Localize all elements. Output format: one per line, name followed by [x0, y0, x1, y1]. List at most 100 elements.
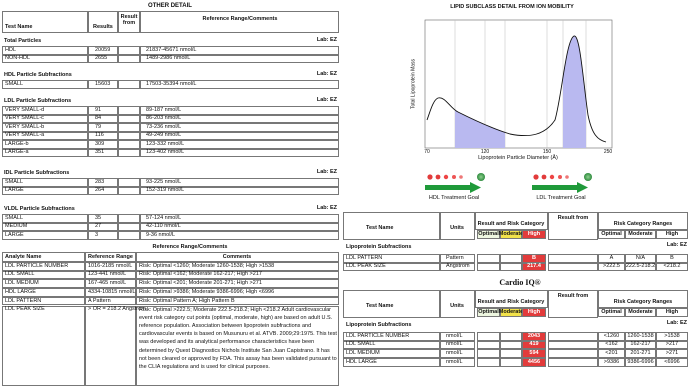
units: Pattern: [446, 254, 464, 261]
test-name: LDL MEDIUM: [346, 350, 380, 357]
category-label: Moderate: [498, 309, 524, 315]
header-cell: [343, 290, 440, 318]
comment: Risk: Optimal >9386; Moderate 9386-6996;…: [139, 288, 275, 295]
cell: [500, 254, 522, 263]
cell: [440, 262, 475, 272]
analyte-name: LDL MEDIUM: [5, 280, 39, 287]
risk-range: 201-271: [630, 350, 651, 357]
header-cell: [136, 252, 339, 262]
cell: [140, 214, 339, 223]
cell: [625, 358, 656, 367]
risk-range: A: [609, 254, 614, 261]
result: 594: [529, 350, 539, 357]
cell: [440, 254, 475, 263]
cell: [85, 262, 136, 271]
category-label: Optimal: [478, 309, 499, 315]
result: 217.4: [527, 263, 541, 270]
risk-range: 1260-1538: [627, 332, 654, 339]
result: 84: [95, 115, 102, 122]
cell: [548, 358, 598, 367]
category-header: [522, 308, 546, 317]
cell: [140, 231, 339, 240]
units: nmol/L: [446, 341, 463, 348]
column-header: Result and Risk Category: [477, 221, 545, 227]
analyte-name: LDL PARTICLE NUMBER: [5, 262, 69, 269]
cell: [118, 80, 140, 89]
result: 2655: [95, 55, 108, 62]
header-cell: [598, 308, 625, 317]
cell: [500, 262, 522, 272]
analyte-name: LDL PATTERN: [5, 297, 42, 304]
cell: [2, 106, 88, 115]
test-name: VERY SMALL-a: [5, 132, 45, 139]
header-cell: [656, 308, 688, 317]
test-name: LARGE: [5, 187, 24, 194]
cell: [140, 222, 339, 231]
range-header: High: [665, 309, 679, 315]
result: 91: [95, 106, 102, 113]
section-name: Total Particles: [4, 38, 42, 44]
test-name: LDL PEAK SIZE: [346, 263, 386, 270]
cell: [88, 231, 118, 240]
cell: [136, 270, 339, 280]
risk-range: >1538: [664, 332, 680, 339]
result: 264: [95, 187, 105, 194]
test-name: LDL PATTERN: [346, 254, 383, 261]
section-name: Lipoprotein Subfractions: [346, 322, 412, 328]
column-header: Risk Category Ranges: [613, 299, 673, 305]
test-name: MEDIUM: [5, 223, 28, 230]
test-name: HDL: [5, 46, 17, 53]
cell: [140, 186, 339, 195]
cell: [656, 332, 688, 341]
y-axis-label: Total Lipoprotein Mass: [410, 58, 417, 110]
cell: [136, 279, 339, 289]
result-cell: [522, 358, 546, 367]
cell: [140, 148, 339, 157]
column-header: Results: [93, 24, 113, 30]
cell: [118, 222, 140, 231]
units: nmol/L: [446, 350, 463, 357]
risk-range: >217: [665, 341, 679, 348]
range-header: Optimal: [601, 231, 622, 237]
risk-range: B: [670, 254, 674, 261]
reference-range: 89-187 nmol/L: [146, 106, 182, 113]
header-cell: [548, 212, 598, 240]
cell: [118, 214, 140, 223]
column-header: Reference Range/Comments: [202, 16, 278, 22]
cell: [598, 332, 625, 341]
lab-code: Lab: EZ: [666, 320, 687, 326]
cell: [140, 114, 339, 123]
chart-title: LIPID SUBCLASS DETAIL FROM ION MOBILITY: [450, 4, 574, 10]
category-label: High: [527, 231, 541, 237]
test-name: LDL PARTICLE NUMBER: [346, 332, 410, 339]
cell: [625, 340, 656, 350]
cell: [656, 340, 688, 350]
header-cell: [598, 230, 625, 239]
cell: [440, 358, 475, 367]
cell: [598, 340, 625, 350]
test-name: SMALL: [5, 178, 24, 185]
section-name: HDL Particle Subfractions: [4, 72, 72, 78]
reference-range: 152-319 nmol/L: [146, 187, 185, 194]
comment: Risk: Optimal <162; Moderate 162-217; Hi…: [139, 271, 262, 278]
column-header: Units: [450, 225, 464, 231]
column-header: Risk Category Ranges: [613, 221, 673, 227]
result-cell: [522, 340, 546, 350]
reference-range: 57-124 nmol/L: [146, 214, 182, 221]
header-cell: [2, 11, 88, 33]
result: 4456: [527, 358, 541, 365]
cell: [477, 262, 500, 272]
cell: [88, 140, 118, 149]
cell: [140, 106, 339, 115]
header-cell: [118, 11, 140, 33]
cell: [625, 332, 656, 341]
section-name: LDL Particle Subfractions: [4, 98, 72, 104]
analyte-name: LDL PEAK SIZE: [5, 306, 45, 313]
cell: [500, 358, 522, 367]
cell: [88, 131, 118, 140]
cell: [118, 131, 140, 140]
reference-range: 17503-35394 nmol/L: [146, 80, 197, 87]
header-cell: [343, 212, 440, 240]
cell: [2, 123, 88, 132]
header-cell: [475, 290, 548, 308]
